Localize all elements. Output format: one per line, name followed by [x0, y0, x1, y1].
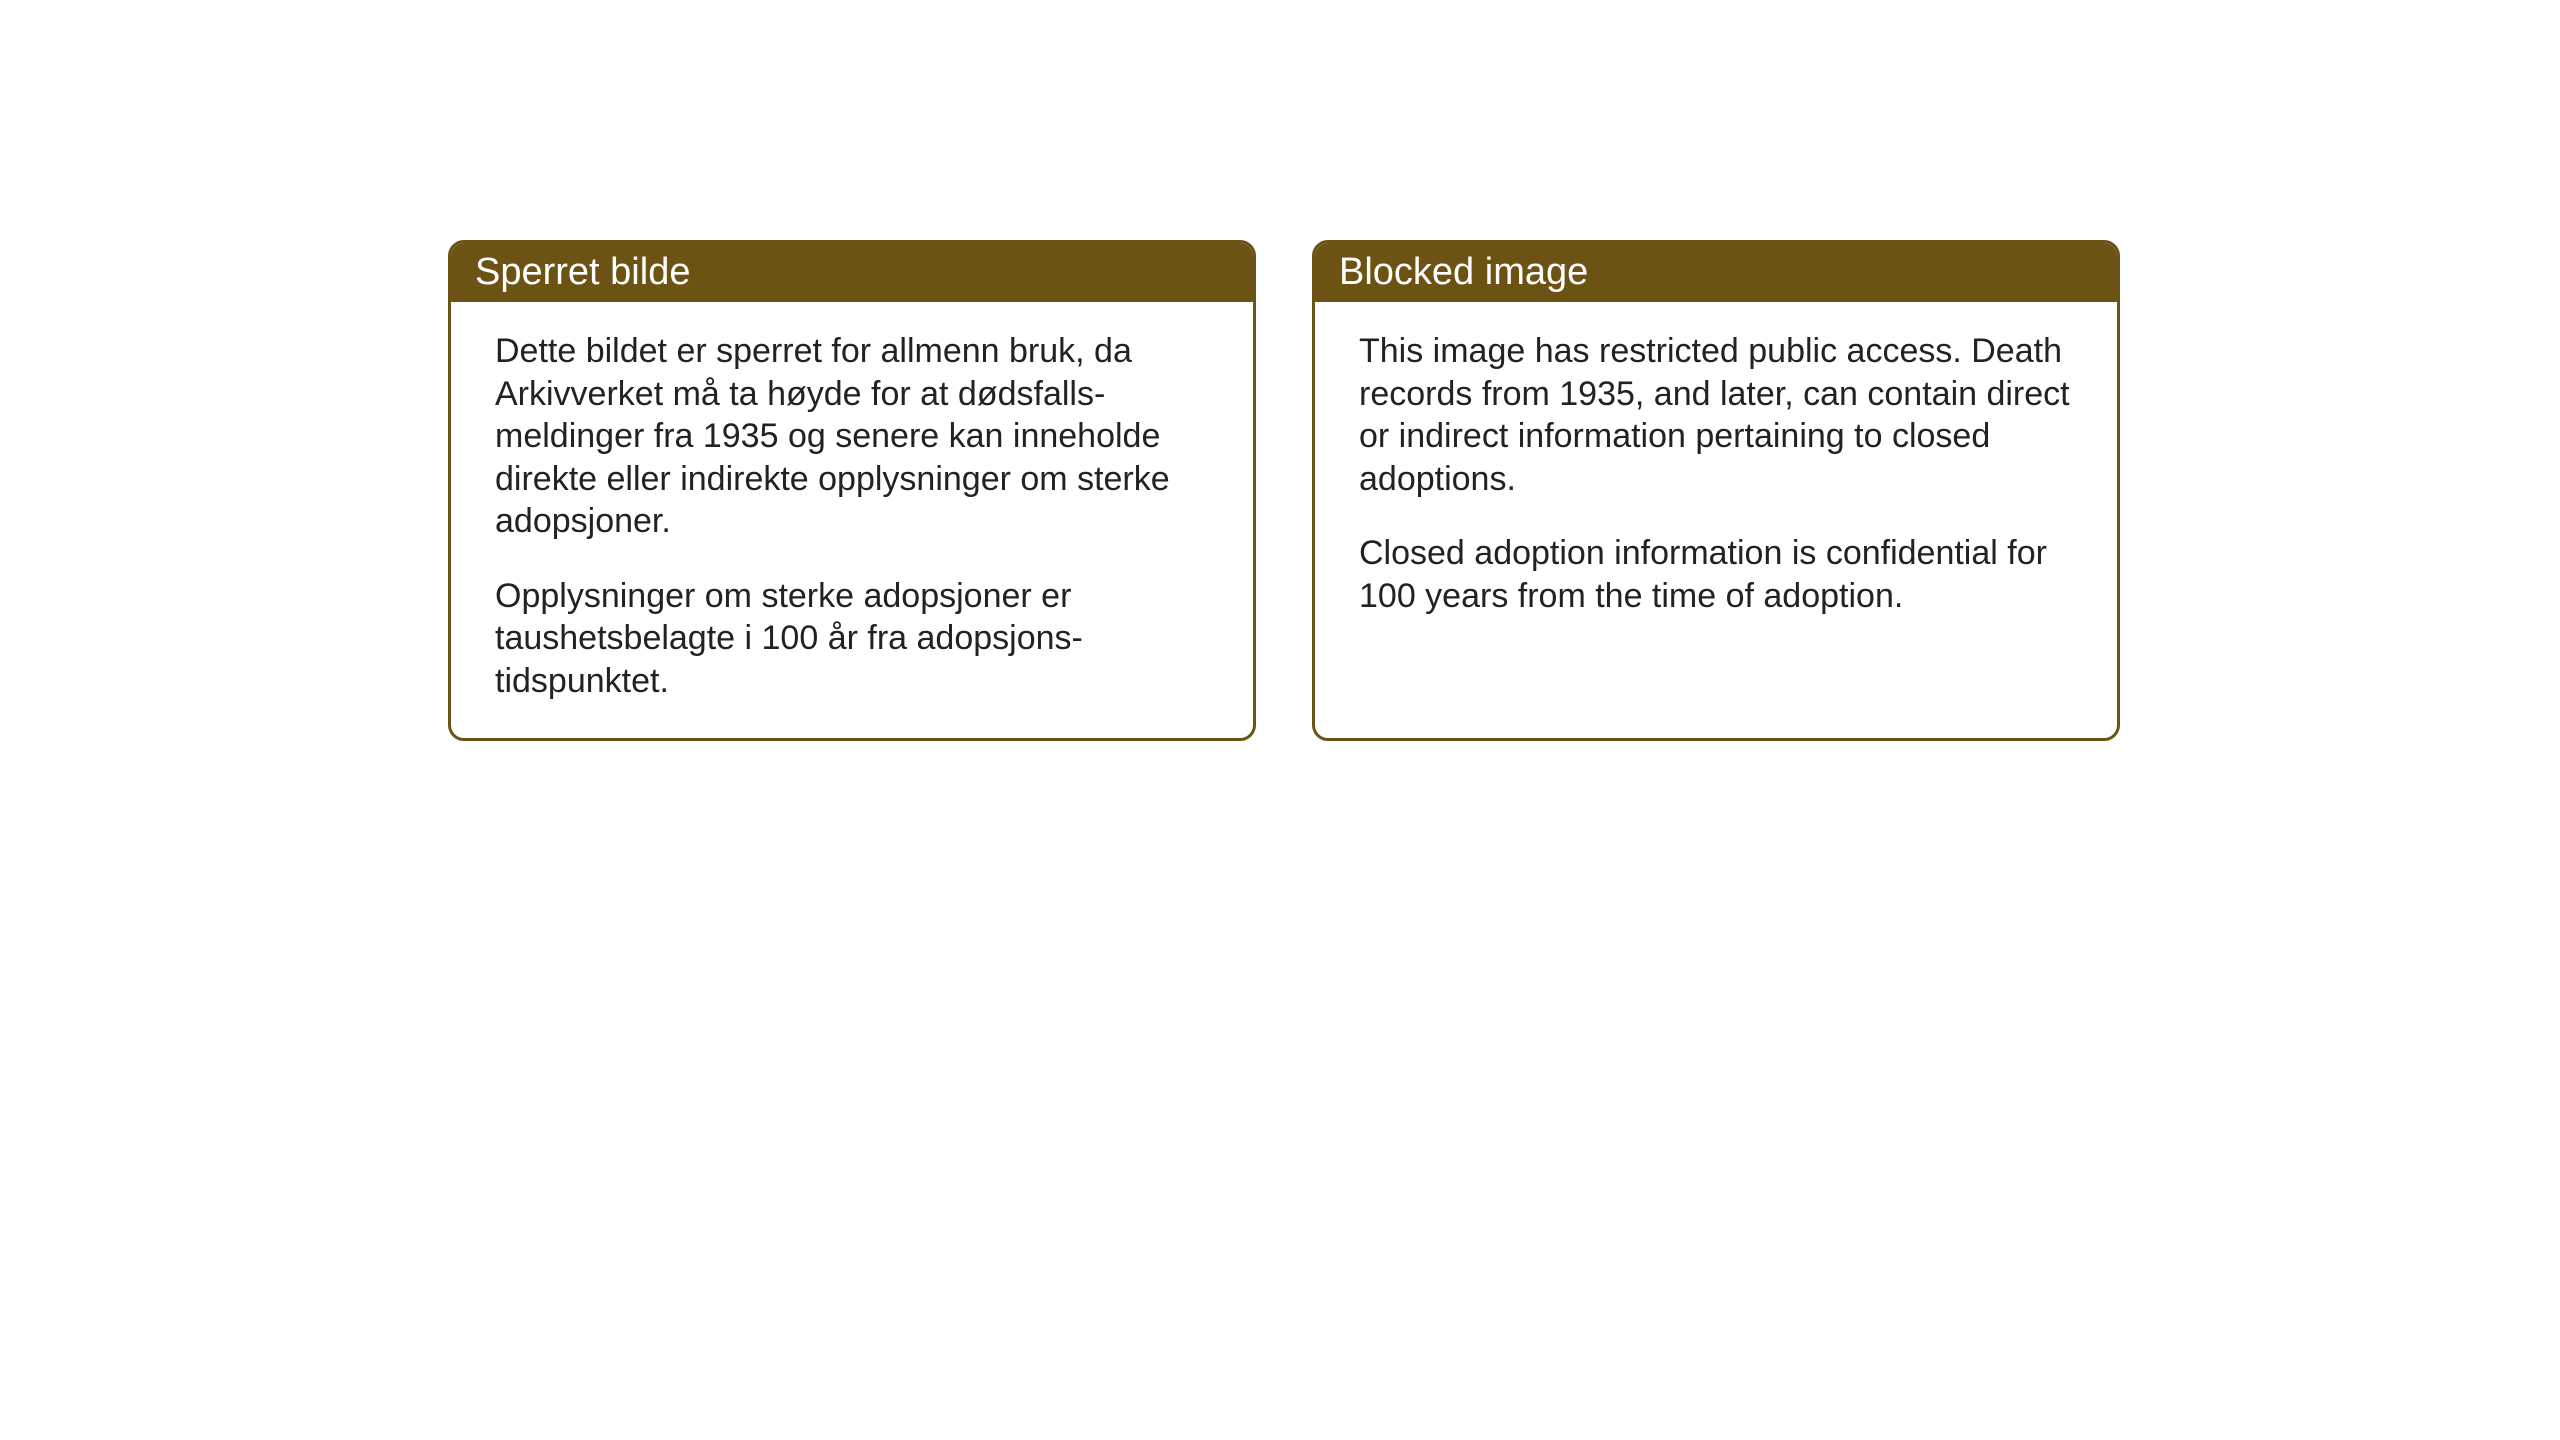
english-paragraph-1: This image has restricted public access.… — [1359, 330, 2073, 500]
notice-container: Sperret bilde Dette bildet er sperret fo… — [448, 240, 2120, 741]
english-notice-card: Blocked image This image has restricted … — [1312, 240, 2120, 741]
english-card-title: Blocked image — [1315, 243, 2117, 302]
norwegian-notice-card: Sperret bilde Dette bildet er sperret fo… — [448, 240, 1256, 741]
english-paragraph-2: Closed adoption information is confident… — [1359, 532, 2073, 617]
english-card-body: This image has restricted public access.… — [1315, 302, 2117, 653]
norwegian-paragraph-2: Opplysninger om sterke adopsjoner er tau… — [495, 575, 1209, 703]
norwegian-card-body: Dette bildet er sperret for allmenn bruk… — [451, 302, 1253, 738]
norwegian-paragraph-1: Dette bildet er sperret for allmenn bruk… — [495, 330, 1209, 543]
norwegian-card-title: Sperret bilde — [451, 243, 1253, 302]
